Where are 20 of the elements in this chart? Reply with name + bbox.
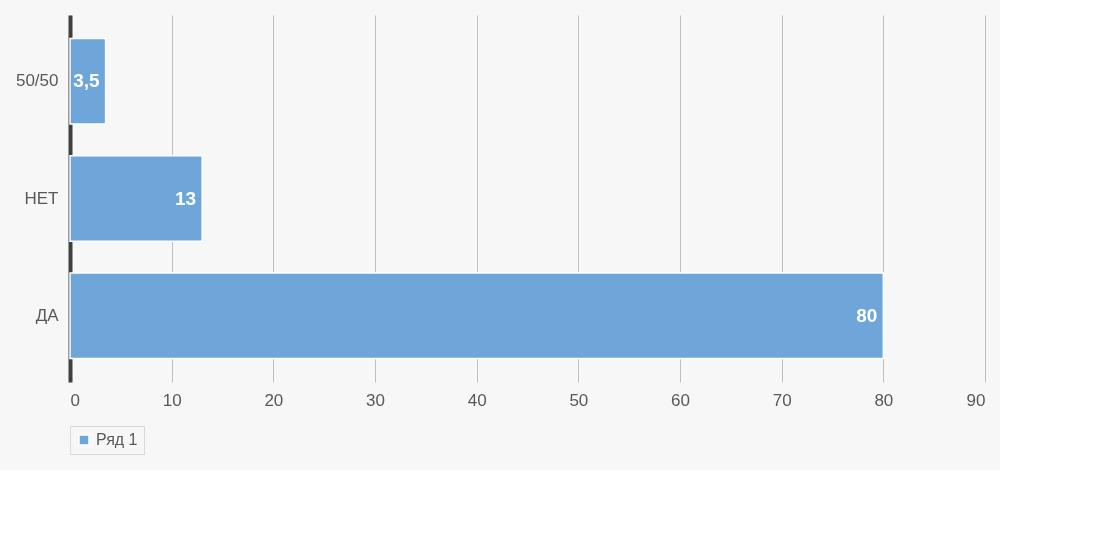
x-tick-label: 70 — [772, 390, 792, 410]
x-tick-label: 20 — [264, 390, 284, 410]
data-label: 3,5 — [73, 70, 101, 92]
y-tick-label: ДА — [35, 305, 60, 325]
legend-label: Ряд 1 — [96, 431, 138, 448]
x-tick-label: 80 — [874, 390, 894, 410]
x-tick-label: 90 — [966, 390, 986, 410]
x-tick-label: 10 — [162, 390, 182, 410]
x-tick-label: 30 — [366, 390, 385, 410]
x-tick-label: 0 — [70, 390, 80, 410]
data-label: 80 — [856, 304, 878, 326]
y-tick-label: НЕТ — [24, 188, 59, 208]
x-tick-label: 40 — [467, 390, 487, 410]
y-tick-label: 50/50 — [15, 71, 59, 91]
x-tick-label: 60 — [671, 390, 690, 410]
data-label: 13 — [175, 187, 197, 209]
x-tick-label: 50 — [569, 390, 589, 410]
bar — [69, 37, 107, 125]
bar — [69, 272, 885, 360]
bar — [69, 154, 203, 243]
